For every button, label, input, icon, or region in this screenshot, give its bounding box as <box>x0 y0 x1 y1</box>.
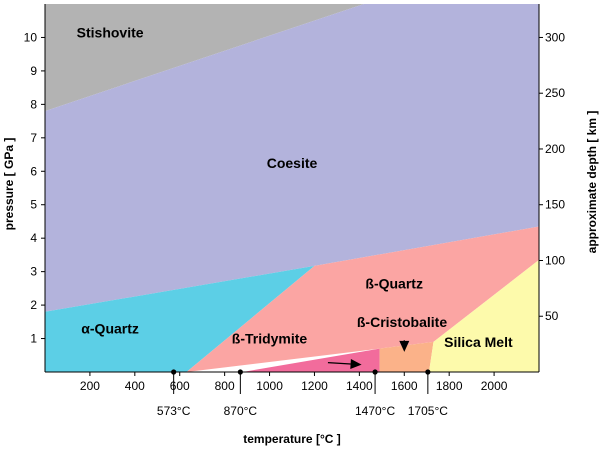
region-label-silica-melt: Silica Melt <box>444 334 513 350</box>
temp-marker-dot-1705-c <box>425 369 431 375</box>
y-tick-label-2: 2 <box>30 298 37 312</box>
region-silica-melt <box>429 259 539 372</box>
y2-tick-label-300: 300 <box>545 30 565 44</box>
temp-marker-dot-573-c <box>171 369 177 375</box>
x-axis-title: temperature [°C ] <box>243 432 340 446</box>
region-label-coesite: Coesite <box>267 155 318 171</box>
x-tick-label-200: 200 <box>80 379 100 393</box>
y-axis-title: pressure [ GPa ] <box>2 138 16 231</box>
y-tick-label-6: 6 <box>30 164 37 178</box>
x-tick-label-600: 600 <box>170 379 190 393</box>
x-tick-label-1200: 1200 <box>301 379 328 393</box>
y2-tick-label-50: 50 <box>545 309 559 323</box>
region-label-tridymite: ß-Tridymite <box>232 331 308 347</box>
y-tick-label-9: 9 <box>30 64 37 78</box>
x-tick-label-2000: 2000 <box>481 379 508 393</box>
x-tick-label-1400: 1400 <box>346 379 373 393</box>
y-tick-label-3: 3 <box>30 265 37 279</box>
region-label-quartz: α-Quartz <box>81 321 139 337</box>
y-tick-label-1: 1 <box>30 332 37 346</box>
axes-layer: 200 400 600 800 1000 1200 1400 1600 1800 2000 1 2 3 4… <box>2 4 599 446</box>
region-tridymite-field <box>242 348 380 372</box>
temp-label-870-c: 870°C <box>224 404 258 418</box>
arrow-line-0 <box>327 361 351 365</box>
region-label-stishovite: Stishovite <box>77 25 144 41</box>
y2-axis-title: approximate depth [ km ] <box>585 111 599 254</box>
region-quartz <box>45 265 315 372</box>
y2-tick-label-200: 200 <box>545 142 565 156</box>
y-tick-label-7: 7 <box>30 131 37 145</box>
region-label-cristobalite: ß-Cristobalite <box>357 314 447 330</box>
y-tick-label-5: 5 <box>30 198 37 212</box>
temp-marker-dot-1470-c <box>372 369 378 375</box>
y2-tick-label-250: 250 <box>545 86 565 100</box>
y-tick-label-4: 4 <box>30 231 37 245</box>
temp-label-1470-c: 1470°C <box>355 404 395 418</box>
y2-tick-label-100: 100 <box>545 253 565 267</box>
x-tick-label-400: 400 <box>125 379 145 393</box>
arrows-layer <box>327 340 410 369</box>
region-coesite <box>45 4 539 312</box>
x-tick-label-1000: 1000 <box>256 379 283 393</box>
x-tick-label-1800: 1800 <box>436 379 463 393</box>
temp-label-573-c: 573°C <box>157 404 191 418</box>
temp-label-1705-c: 1705°C <box>408 404 448 418</box>
arrow-head-1 <box>399 340 410 352</box>
regions-layer <box>45 4 539 372</box>
x-tick-label-1600: 1600 <box>391 379 418 393</box>
labels-layer: Stishovite Coesite α-Quartz ß-Quartz ß-Tridy… <box>77 25 513 350</box>
y-tick-label-10: 10 <box>24 30 38 44</box>
region-cristobalite <box>379 341 434 372</box>
temp-marker-dot-870-c <box>237 369 243 375</box>
y-tick-label-8: 8 <box>30 97 37 111</box>
arrow-head-0 <box>350 359 362 369</box>
y2-tick-label-150: 150 <box>545 198 565 212</box>
x-tick-label-800: 800 <box>215 379 235 393</box>
region-label-quartz: ß-Quartz <box>365 275 423 291</box>
region-quartz <box>186 226 539 372</box>
